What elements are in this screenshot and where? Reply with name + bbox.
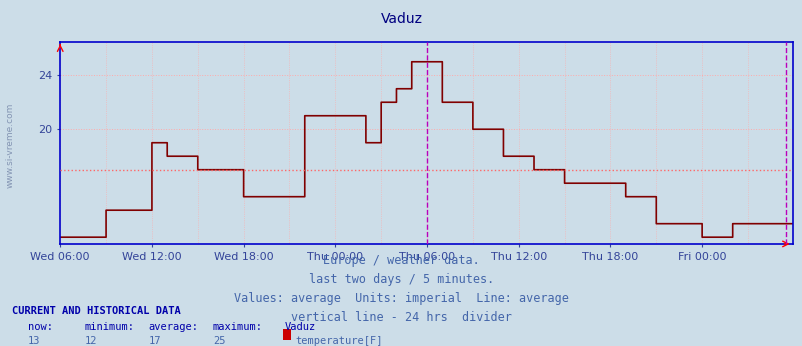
Text: temperature[F]: temperature[F] (295, 336, 383, 346)
Text: last two days / 5 minutes.: last two days / 5 minutes. (309, 273, 493, 286)
Text: vertical line - 24 hrs  divider: vertical line - 24 hrs divider (290, 311, 512, 325)
Text: Vaduz: Vaduz (380, 12, 422, 26)
Text: Values: average  Units: imperial  Line: average: Values: average Units: imperial Line: av… (233, 292, 569, 306)
Text: 25: 25 (213, 336, 225, 346)
Text: 13: 13 (28, 336, 41, 346)
Text: 17: 17 (148, 336, 161, 346)
Text: maximum:: maximum: (213, 322, 262, 333)
Text: average:: average: (148, 322, 198, 333)
Text: now:: now: (28, 322, 53, 333)
Text: 12: 12 (84, 336, 97, 346)
Text: Vaduz: Vaduz (285, 322, 316, 333)
Text: Europe / weather data.: Europe / weather data. (322, 254, 480, 267)
Text: CURRENT AND HISTORICAL DATA: CURRENT AND HISTORICAL DATA (12, 306, 180, 316)
Text: minimum:: minimum: (84, 322, 134, 333)
Text: www.si-vreme.com: www.si-vreme.com (6, 103, 15, 188)
